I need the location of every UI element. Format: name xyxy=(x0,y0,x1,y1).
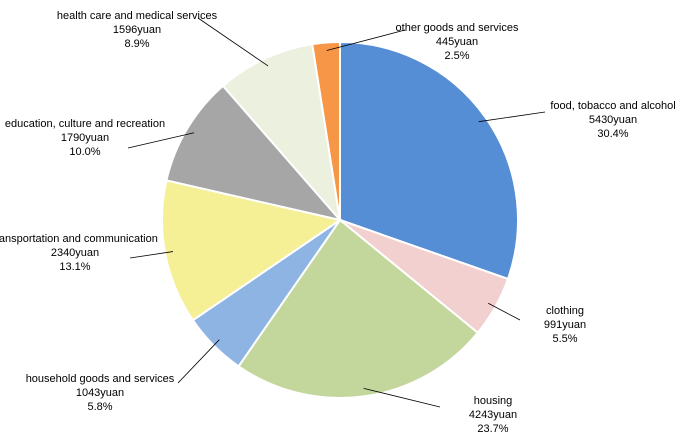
label-line: housing xyxy=(474,395,513,407)
data-label: other goods and services 445yuan 2.5% xyxy=(396,22,519,62)
label-line: 991yuan xyxy=(544,319,586,331)
label-line: 8.9% xyxy=(124,38,149,50)
label-line: 23.7% xyxy=(477,423,508,435)
data-label: health care and medical services 1596yuan… xyxy=(57,10,218,50)
label-line: education, culture and recreation xyxy=(5,118,165,130)
label-line: 13.1% xyxy=(59,261,90,273)
leader-line xyxy=(488,302,521,321)
data-label: food, tobacco and alcohol 5430yuan 30.4% xyxy=(550,100,675,140)
label-line: 2.5% xyxy=(444,50,469,62)
label-line: 1596yuan xyxy=(113,24,161,36)
label-line: clothing xyxy=(546,305,584,317)
leader-line xyxy=(177,339,220,384)
data-label: clothing 991yuan 5.5% xyxy=(544,305,586,345)
leader-line xyxy=(127,132,195,149)
data-label: household goods and services 1043yuan 5.8% xyxy=(26,373,175,413)
leader-line xyxy=(478,111,546,123)
label-line: 445yuan xyxy=(436,36,478,48)
label-line: 10.0% xyxy=(69,146,100,158)
label-line: health care and medical services xyxy=(57,10,218,22)
label-line: 5.5% xyxy=(552,333,577,345)
label-line: 4243yuan xyxy=(469,409,517,421)
label-line: household goods and services xyxy=(26,373,175,385)
data-label: transportation and communication 2340yuan… xyxy=(0,233,158,273)
label-line: 5.8% xyxy=(87,401,112,413)
label-line: food, tobacco and alcohol xyxy=(550,100,675,112)
label-line: other goods and services xyxy=(396,22,519,34)
label-line: 5430yuan xyxy=(589,114,637,126)
leader-line xyxy=(326,29,406,51)
data-label: housing 4243yuan 23.7% xyxy=(469,395,517,435)
label-line: 1790yuan xyxy=(61,132,109,144)
label-line: 1043yuan xyxy=(76,387,124,399)
pie-slice xyxy=(237,218,480,399)
pie-slice xyxy=(165,84,343,222)
pie-slice xyxy=(221,43,342,224)
label-line: 30.4% xyxy=(597,128,628,140)
label-line: transportation and communication xyxy=(0,233,158,245)
pie-slice xyxy=(311,40,341,221)
pie-slice xyxy=(339,40,519,281)
label-line: 2340yuan xyxy=(51,247,99,259)
leader-line xyxy=(363,387,441,408)
leader-line xyxy=(129,251,174,259)
data-label: education, culture and recreation 1790yua… xyxy=(5,118,165,158)
leader-line xyxy=(197,17,269,67)
